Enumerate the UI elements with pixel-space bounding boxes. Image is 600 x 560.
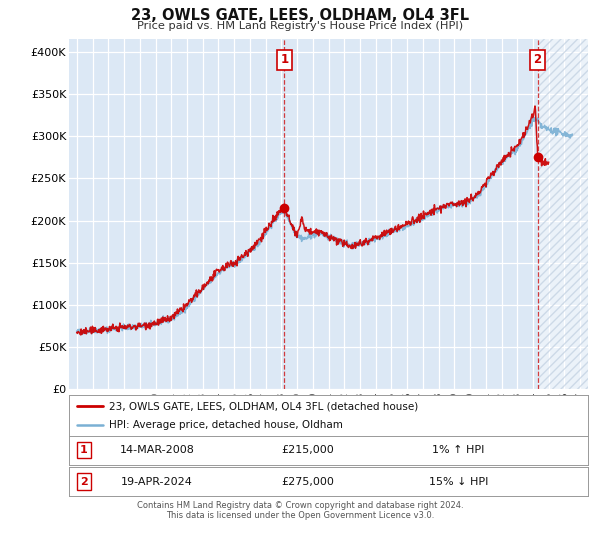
Text: £275,000: £275,000 [281,477,334,487]
Text: This data is licensed under the Open Government Licence v3.0.: This data is licensed under the Open Gov… [166,511,434,520]
Text: Price paid vs. HM Land Registry's House Price Index (HPI): Price paid vs. HM Land Registry's House … [137,21,463,31]
Text: HPI: Average price, detached house, Oldham: HPI: Average price, detached house, Oldh… [109,420,343,430]
Text: 1% ↑ HPI: 1% ↑ HPI [432,445,484,455]
Bar [538,39,588,389]
Text: 14-MAR-2008: 14-MAR-2008 [120,445,194,455]
Text: 23, OWLS GATE, LEES, OLDHAM, OL4 3FL (detached house): 23, OWLS GATE, LEES, OLDHAM, OL4 3FL (de… [109,402,419,411]
Text: 2: 2 [80,477,88,487]
Text: 23, OWLS GATE, LEES, OLDHAM, OL4 3FL: 23, OWLS GATE, LEES, OLDHAM, OL4 3FL [131,8,469,24]
Text: 1: 1 [280,53,289,66]
Text: Contains HM Land Registry data © Crown copyright and database right 2024.: Contains HM Land Registry data © Crown c… [137,501,463,510]
Text: £215,000: £215,000 [281,445,334,455]
Text: 15% ↓ HPI: 15% ↓ HPI [428,477,488,487]
Text: 2: 2 [533,53,542,66]
Text: 19-APR-2024: 19-APR-2024 [121,477,193,487]
Text: 1: 1 [80,445,88,455]
